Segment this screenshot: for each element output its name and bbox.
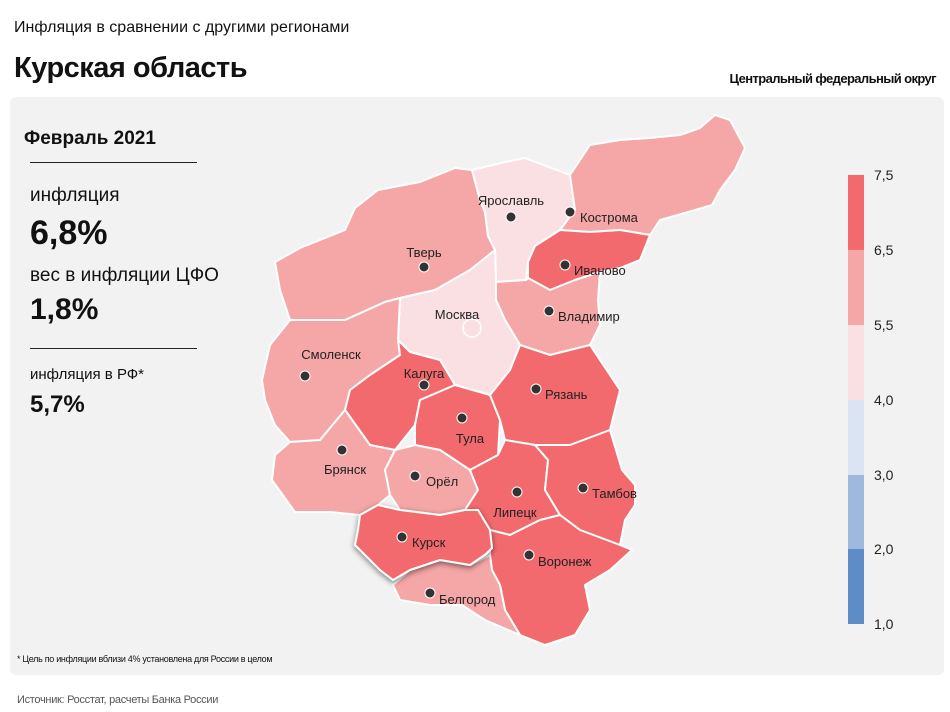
city-label-bryansk: Брянск xyxy=(324,462,366,477)
map-subtitle: Инфляция в сравнении с другими регионами xyxy=(14,19,350,36)
rf-inflation-label: инфляция в РФ* xyxy=(30,366,145,383)
rf-inflation-value: 5,7% xyxy=(30,391,85,418)
legend-tick: 5,5 xyxy=(874,317,894,333)
city-label-kaluga: Калуга xyxy=(404,366,445,381)
legend-tick: 4,0 xyxy=(874,392,894,408)
city-label-kostroma: Кострома xyxy=(580,210,639,225)
city-label-tula: Тула xyxy=(456,431,485,446)
footnote: * Цель по инфляции вблизи 4% установлена… xyxy=(17,654,273,664)
city-label-smolensk: Смоленск xyxy=(301,347,361,362)
city-marker-moscow xyxy=(462,318,482,338)
city-label-orel: Орёл xyxy=(426,474,458,489)
city-marker-kostroma xyxy=(564,206,576,218)
district-label: Центральный федеральный округ xyxy=(729,71,937,86)
city-marker-tambov xyxy=(577,482,589,494)
legend-tick: 7,5 xyxy=(874,167,894,183)
city-label-yaroslavl: Ярославль xyxy=(478,193,544,208)
city-marker-smolensk xyxy=(299,370,311,382)
legend-tick: 2,0 xyxy=(874,541,894,557)
legend-swatch xyxy=(848,325,864,400)
city-label-voronezh: Воронеж xyxy=(538,554,592,569)
inflation-value: 6,8% xyxy=(30,214,108,252)
city-label-lipetsk: Липецк xyxy=(493,505,537,520)
city-marker-kursk xyxy=(396,531,408,543)
city-marker-orel xyxy=(409,470,421,482)
legend-swatch xyxy=(848,475,864,549)
city-label-kursk: Курск xyxy=(412,535,446,550)
period-label: Февраль 2021 xyxy=(24,128,156,149)
legend-swatch xyxy=(848,175,864,250)
city-label-vladimir: Владимир xyxy=(558,309,620,324)
weight-value: 1,8% xyxy=(30,293,99,326)
source-note: Источник: Росстат, расчеты Банка России xyxy=(17,694,219,706)
city-marker-bryansk xyxy=(336,444,348,456)
city-marker-tver xyxy=(418,261,430,273)
inflation-label: инфляция xyxy=(30,185,120,206)
city-marker-voronezh xyxy=(523,549,535,561)
divider xyxy=(30,348,197,349)
city-marker-kaluga xyxy=(418,379,430,391)
weight-label: вес в инфляции ЦФО xyxy=(30,265,219,286)
city-marker-ivanovo xyxy=(559,259,571,271)
city-marker-vladimir xyxy=(543,305,555,317)
divider xyxy=(30,162,197,163)
city-label-belgorod: Белгород xyxy=(439,592,496,607)
legend-swatch xyxy=(848,400,864,475)
city-marker-yaroslavl xyxy=(505,211,517,223)
legend-tick: 3,0 xyxy=(874,467,894,483)
legend-tick: 1,0 xyxy=(874,616,894,632)
city-marker-ryazan xyxy=(530,383,542,395)
legend-swatch xyxy=(848,549,864,624)
city-label-tver: Тверь xyxy=(406,245,442,260)
city-label-moscow: Москва xyxy=(435,307,480,322)
city-marker-belgorod xyxy=(424,587,436,599)
page-title: Курская область xyxy=(14,52,248,84)
region-kursk[interactable] xyxy=(354,504,493,581)
city-marker-tula xyxy=(456,412,468,424)
city-label-ivanovo: Иваново xyxy=(574,263,626,278)
legend-tick: 6,5 xyxy=(874,242,894,258)
city-marker-lipetsk xyxy=(511,486,523,498)
legend-swatch xyxy=(848,250,864,325)
city-label-tambov: Тамбов xyxy=(592,486,637,501)
city-label-ryazan: Рязань xyxy=(545,387,588,402)
